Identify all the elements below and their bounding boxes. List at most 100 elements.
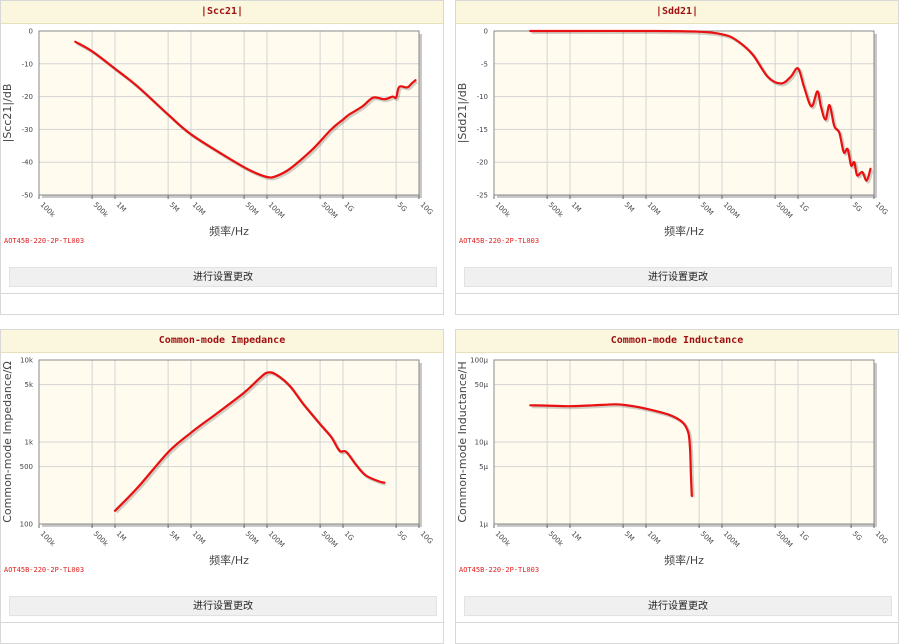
- plot-frame: [38, 359, 420, 525]
- y-tick-label: -10: [22, 60, 33, 68]
- x-tick-label: 500k: [92, 530, 111, 549]
- series-line: [113, 371, 386, 512]
- y-tick-label: -15: [477, 126, 488, 134]
- y-tick-label: 10μ: [475, 439, 489, 447]
- x-tick-label: 5M: [623, 530, 636, 543]
- plot-frame: [38, 30, 420, 196]
- y-axis-label: |Scc21|/dB: [1, 84, 14, 143]
- y-tick-label: 1k: [24, 439, 33, 447]
- chart-panel-cm-inductance: Common-mode Inductance 100k 500k 1M 5M 10M 50…: [455, 329, 899, 644]
- chart-title: Common-mode Impedance: [1, 330, 443, 353]
- edit-settings-button[interactable]: 进行设置更改: [464, 267, 892, 287]
- y-tick-label: -40: [22, 159, 33, 167]
- chart-title: |Sdd21|: [456, 1, 898, 24]
- x-tick-label: 5G: [396, 530, 409, 543]
- x-tick-label: 5M: [623, 201, 636, 214]
- x-tick-label: 100M: [722, 201, 741, 220]
- x-tick-label: 10M: [191, 530, 207, 546]
- x-tick-label: 100M: [722, 530, 741, 549]
- series-line-shadow: [531, 404, 695, 498]
- x-tick-label: 500M: [320, 530, 339, 549]
- edit-settings-button[interactable]: 进行设置更改: [464, 596, 892, 616]
- y-tick-label: 500: [20, 463, 33, 471]
- y-tick-label: 1μ: [479, 521, 488, 529]
- x-tick-label: 10G: [419, 201, 435, 217]
- x-tick-label: 100k: [494, 201, 513, 220]
- y-tick-label: 5k: [24, 381, 33, 389]
- edit-settings-button[interactable]: 进行设置更改: [9, 596, 437, 616]
- y-axis-label: |Sdd21|/dB: [456, 83, 469, 144]
- x-tick-label: 50M: [244, 201, 260, 217]
- chart-svg-scc21: 100k 500k 1M 5M 10M 50M 100M 500M 1G 5G 10G 0 -10 -20…: [1, 28, 435, 239]
- chart-title: Common-mode Inductance: [456, 330, 898, 353]
- x-tick-label: 5G: [851, 530, 864, 543]
- x-tick-label: 10M: [191, 201, 207, 217]
- x-tick-label: 10G: [874, 530, 890, 546]
- x-tick-label: 50M: [244, 530, 260, 546]
- y-tick-label: -20: [22, 93, 33, 101]
- x-tick-label: 1G: [798, 530, 811, 543]
- x-axis-label: 频率/Hz: [209, 224, 249, 238]
- y-tick-label: -5: [481, 60, 488, 68]
- plot-frame: [493, 359, 875, 525]
- edit-settings-button[interactable]: 进行设置更改: [9, 267, 437, 287]
- series-line: [529, 29, 872, 182]
- y-tick-label: 100μ: [470, 357, 488, 365]
- x-tick-label: 100k: [494, 530, 513, 549]
- y-tick-label: 10k: [20, 357, 34, 365]
- y-axis-label: Common-mode Impedance/Ω: [1, 361, 14, 523]
- x-tick-label: 500M: [320, 201, 339, 220]
- series-line: [74, 40, 417, 179]
- x-tick-label: 5M: [168, 201, 181, 214]
- chart-svg-cm-impedance: 100k 500k 1M 5M 10M 50M 100M 500M 1G 5G 10G 10k 5k 1k…: [1, 357, 434, 568]
- part-number: AOT45B-220-2P-TL003: [459, 566, 540, 574]
- x-axis-label: 频率/Hz: [664, 224, 704, 238]
- x-tick-label: 50M: [699, 201, 715, 217]
- x-tick-label: 50M: [699, 530, 715, 546]
- x-tick-label: 1G: [343, 530, 356, 543]
- series-line: [529, 403, 693, 497]
- x-tick-label: 500M: [775, 201, 794, 220]
- divider: [1, 622, 443, 623]
- y-tick-label: 100: [20, 521, 33, 529]
- x-tick-label: 1G: [343, 201, 356, 214]
- y-tick-label: -10: [477, 93, 488, 101]
- x-tick-label: 1M: [570, 530, 583, 543]
- x-tick-label: 5G: [851, 201, 864, 214]
- x-tick-label: 1M: [115, 201, 128, 214]
- x-tick-label: 10M: [646, 530, 662, 546]
- x-tick-label: 100M: [267, 201, 286, 220]
- plot-area: [493, 30, 875, 196]
- part-number: AOT45B-220-2P-TL003: [4, 566, 85, 574]
- x-tick-label: 500k: [547, 530, 566, 549]
- y-tick-label: -20: [477, 159, 488, 167]
- divider: [1, 293, 443, 294]
- chart-title: |Scc21|: [1, 1, 443, 24]
- x-tick-label: 1M: [115, 530, 128, 543]
- x-tick-label: 100k: [39, 201, 58, 220]
- chart-panel-scc21: |Scc21| 100k 500k 1M 5M 10M 50M 100M 500M 1G 5G 10…: [0, 0, 444, 315]
- part-number: AOT45B-220-2P-TL003: [459, 237, 540, 245]
- x-tick-label: 500k: [92, 201, 111, 220]
- y-tick-label: 50μ: [475, 381, 489, 389]
- chart-panel-cm-impedance: Common-mode Impedance 100k 500k 1M 5M 10M 50M…: [0, 329, 444, 644]
- x-axis-label: 频率/Hz: [209, 553, 249, 567]
- divider: [456, 622, 898, 623]
- x-tick-label: 1M: [570, 201, 583, 214]
- y-tick-label: 0: [29, 28, 33, 36]
- y-axis-label: Common-mode Inductance/H: [456, 361, 469, 522]
- y-tick-label: -30: [22, 126, 33, 134]
- x-tick-label: 1G: [798, 201, 811, 214]
- x-axis-label: 频率/Hz: [664, 553, 704, 567]
- chart-svg-cm-inductance: 100k 500k 1M 5M 10M 50M 100M 500M 1G 5G 10G 100μ 50μ…: [456, 357, 890, 568]
- chart-svg-sdd21: 100k 500k 1M 5M 10M 50M 100M 500M 1G 5G 10G 0 -5 -10 -…: [456, 28, 889, 239]
- x-tick-label: 100k: [39, 530, 58, 549]
- x-tick-label: 5M: [168, 530, 181, 543]
- x-tick-label: 500M: [775, 530, 794, 549]
- y-tick-label: -25: [477, 192, 488, 200]
- x-tick-label: 5G: [396, 201, 409, 214]
- part-number: AOT45B-220-2P-TL003: [4, 237, 85, 245]
- y-tick-label: -50: [22, 192, 33, 200]
- chart-panel-sdd21: |Sdd21| 100k 500k 1M 5M 10M 50M 100M 500M 1G 5G 10…: [455, 0, 899, 315]
- y-tick-label: 0: [484, 28, 488, 36]
